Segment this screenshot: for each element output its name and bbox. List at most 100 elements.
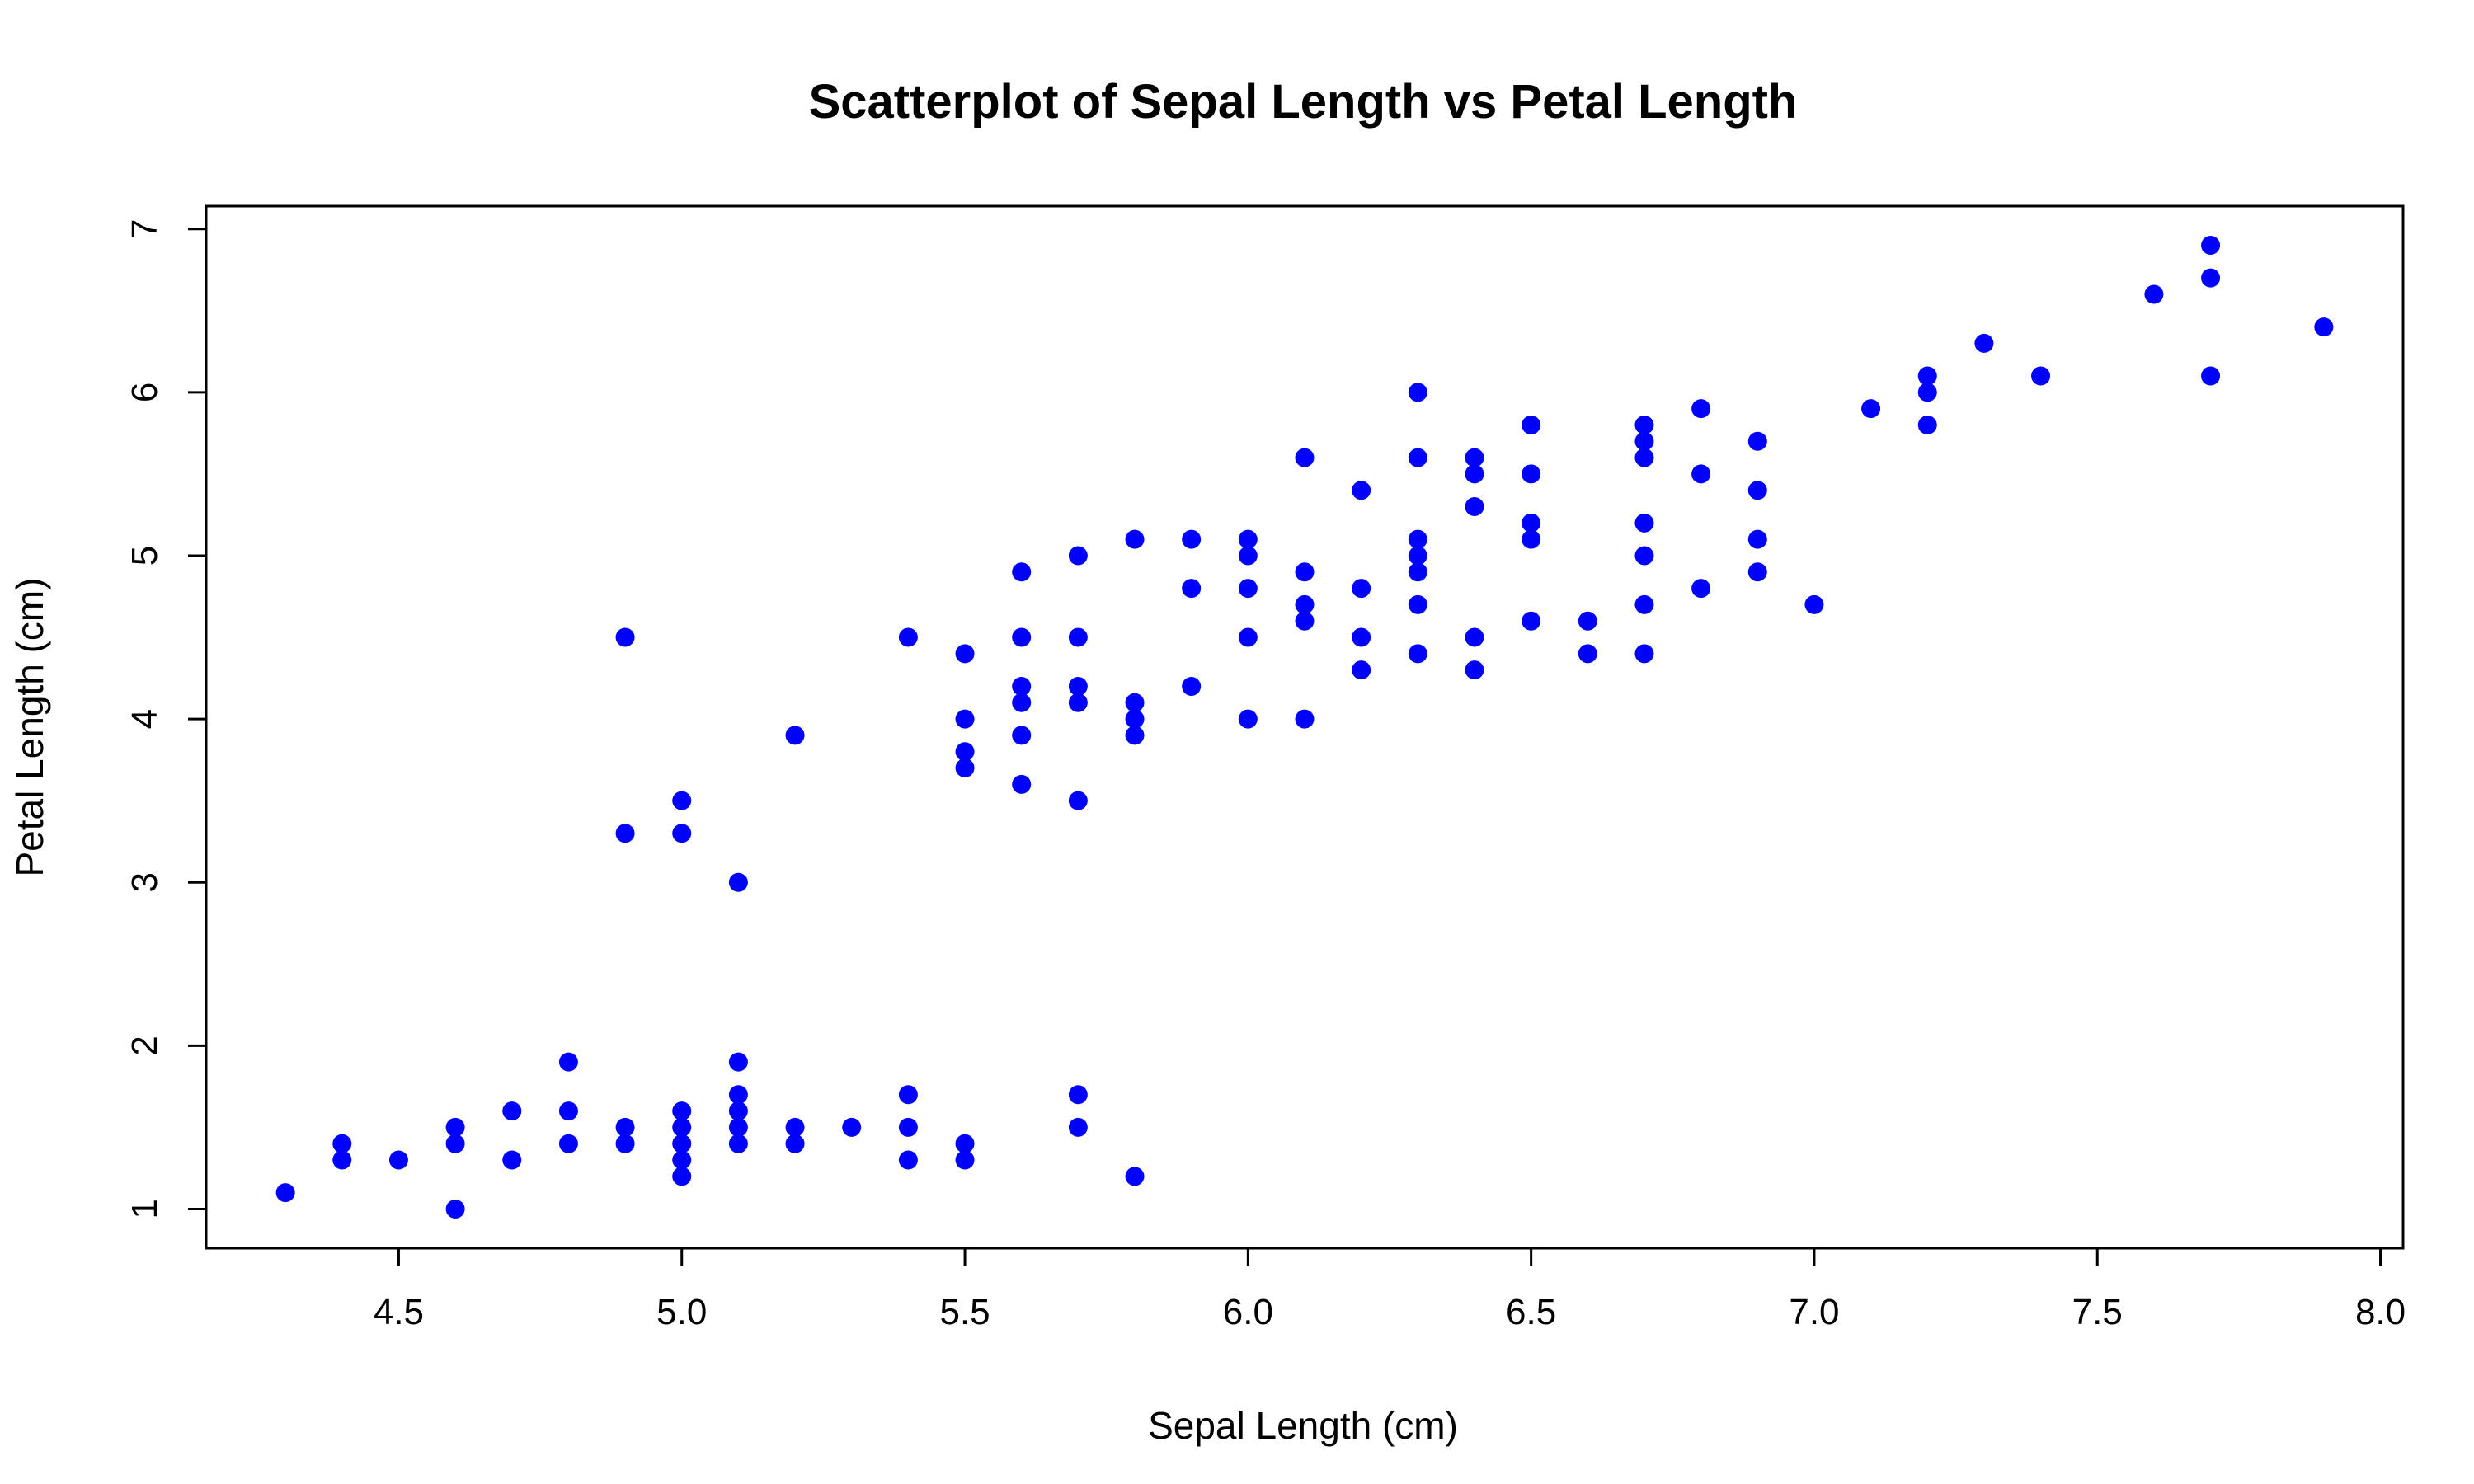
data-point bbox=[558, 1052, 578, 1072]
data-point bbox=[615, 824, 635, 843]
data-point bbox=[898, 627, 918, 647]
data-point bbox=[672, 791, 692, 810]
x-tick-label: 6.0 bbox=[1223, 1292, 1273, 1332]
data-point bbox=[1804, 594, 1824, 614]
data-point bbox=[898, 1117, 918, 1137]
data-point bbox=[728, 1085, 748, 1105]
data-point bbox=[2201, 236, 2221, 256]
data-point bbox=[1634, 546, 1654, 566]
data-point bbox=[1974, 333, 1994, 353]
y-axis: 1 2 3 4 5 6 7 bbox=[125, 218, 208, 1219]
data-point bbox=[1238, 627, 1258, 647]
data-point bbox=[1747, 529, 1767, 549]
x-tick-label: 5.0 bbox=[656, 1292, 707, 1332]
data-point bbox=[1068, 546, 1088, 566]
data-point bbox=[1125, 1167, 1145, 1186]
data-point bbox=[1352, 481, 1371, 500]
x-tick-label: 7.5 bbox=[2072, 1292, 2123, 1332]
data-point bbox=[1238, 709, 1258, 729]
x-tick-label: 7.0 bbox=[1789, 1292, 1839, 1332]
data-point bbox=[1352, 579, 1371, 599]
data-point bbox=[1012, 774, 1032, 794]
data-point bbox=[1634, 431, 1654, 451]
data-point bbox=[1522, 464, 1541, 484]
data-point bbox=[615, 627, 635, 647]
data-point bbox=[1465, 448, 1484, 467]
data-point bbox=[785, 1117, 805, 1137]
data-point bbox=[1408, 644, 1427, 664]
data-point bbox=[1408, 383, 1427, 402]
data-point bbox=[1125, 693, 1145, 712]
data-point bbox=[1634, 594, 1654, 614]
data-point bbox=[1295, 594, 1315, 614]
data-point bbox=[558, 1101, 578, 1121]
data-point bbox=[1465, 627, 1484, 647]
data-point bbox=[1522, 513, 1541, 533]
data-point bbox=[728, 1117, 748, 1137]
y-axis-label: Petal Length (cm) bbox=[8, 577, 51, 876]
data-point bbox=[1125, 529, 1145, 549]
data-point bbox=[1408, 546, 1427, 566]
data-point bbox=[1634, 644, 1654, 664]
data-point bbox=[2201, 366, 2221, 386]
data-point bbox=[1352, 627, 1371, 647]
data-point bbox=[1352, 660, 1371, 680]
data-point bbox=[1634, 448, 1654, 467]
x-tick-label: 5.5 bbox=[939, 1292, 990, 1332]
data-point bbox=[1634, 513, 1654, 533]
data-point bbox=[1465, 660, 1484, 680]
data-point bbox=[332, 1150, 352, 1170]
data-point bbox=[955, 1150, 975, 1170]
data-point bbox=[1012, 726, 1032, 745]
data-point bbox=[672, 824, 692, 843]
data-point bbox=[728, 872, 748, 892]
y-tick-label: 6 bbox=[125, 383, 165, 402]
data-point bbox=[388, 1150, 408, 1170]
data-point bbox=[275, 1183, 295, 1203]
x-tick-label: 6.5 bbox=[1506, 1292, 1556, 1332]
data-point bbox=[1125, 726, 1145, 745]
data-point bbox=[1522, 529, 1541, 549]
data-point bbox=[502, 1101, 522, 1121]
data-point bbox=[2314, 317, 2334, 337]
data-point bbox=[2144, 284, 2164, 304]
data-point bbox=[615, 1134, 635, 1153]
data-point bbox=[1068, 1117, 1088, 1137]
data-point bbox=[558, 1134, 578, 1153]
data-point bbox=[1917, 366, 1937, 386]
data-point bbox=[1068, 627, 1088, 647]
data-point bbox=[1238, 579, 1258, 599]
data-point bbox=[955, 758, 975, 778]
data-point bbox=[1182, 676, 1202, 696]
data-point bbox=[332, 1134, 352, 1153]
data-point bbox=[2031, 366, 2051, 386]
data-point bbox=[1578, 644, 1597, 664]
data-point bbox=[1691, 464, 1711, 484]
data-point bbox=[1295, 448, 1315, 467]
data-point bbox=[1465, 497, 1484, 517]
data-point bbox=[2201, 268, 2221, 288]
data-point bbox=[1125, 709, 1145, 729]
chart-title: Scatterplot of Sepal Length vs Petal Len… bbox=[809, 75, 1798, 129]
data-point bbox=[1408, 562, 1427, 582]
x-axis-label: Sepal Length (cm) bbox=[1148, 1404, 1458, 1447]
data-point bbox=[1068, 791, 1088, 810]
data-point bbox=[672, 1167, 692, 1186]
data-point bbox=[1747, 562, 1767, 582]
data-point bbox=[728, 1052, 748, 1072]
y-tick-label: 4 bbox=[125, 709, 165, 729]
y-tick-label: 3 bbox=[125, 872, 165, 892]
data-point bbox=[728, 1134, 748, 1153]
data-point bbox=[672, 1150, 692, 1170]
data-point bbox=[1634, 415, 1654, 434]
data-point bbox=[1068, 1085, 1088, 1105]
data-point bbox=[672, 1101, 692, 1121]
data-point bbox=[1238, 529, 1258, 549]
data-point bbox=[898, 1085, 918, 1105]
data-point bbox=[1747, 431, 1767, 451]
data-point bbox=[1522, 611, 1541, 631]
data-point bbox=[1861, 399, 1881, 419]
y-tick-label: 2 bbox=[125, 1036, 165, 1055]
data-point bbox=[785, 726, 805, 745]
